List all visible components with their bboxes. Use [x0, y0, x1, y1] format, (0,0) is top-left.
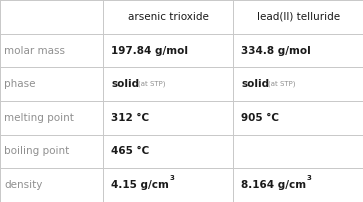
Text: boiling point: boiling point — [4, 146, 70, 157]
Text: (at STP): (at STP) — [268, 81, 295, 87]
Text: 8.164 g/cm: 8.164 g/cm — [241, 180, 306, 190]
Text: 197.84 g/mol: 197.84 g/mol — [111, 45, 188, 56]
Text: 334.8 g/mol: 334.8 g/mol — [241, 45, 311, 56]
Text: arsenic trioxide: arsenic trioxide — [128, 12, 209, 22]
Text: solid: solid — [241, 79, 269, 89]
Text: 3: 3 — [306, 175, 311, 181]
Text: 4.15 g/cm: 4.15 g/cm — [111, 180, 169, 190]
Text: density: density — [4, 180, 43, 190]
Text: 4.15 g/cm: 4.15 g/cm — [111, 180, 169, 190]
Text: phase: phase — [4, 79, 36, 89]
Text: 465 °C: 465 °C — [111, 146, 150, 157]
Text: 905 °C: 905 °C — [241, 113, 280, 123]
Text: 3: 3 — [169, 175, 174, 181]
Text: melting point: melting point — [4, 113, 74, 123]
Text: lead(II) telluride: lead(II) telluride — [257, 12, 340, 22]
Text: molar mass: molar mass — [4, 45, 65, 56]
Text: 312 °C: 312 °C — [111, 113, 150, 123]
Text: (at STP): (at STP) — [138, 81, 166, 87]
Text: 8.164 g/cm: 8.164 g/cm — [241, 180, 306, 190]
Text: solid: solid — [111, 79, 139, 89]
